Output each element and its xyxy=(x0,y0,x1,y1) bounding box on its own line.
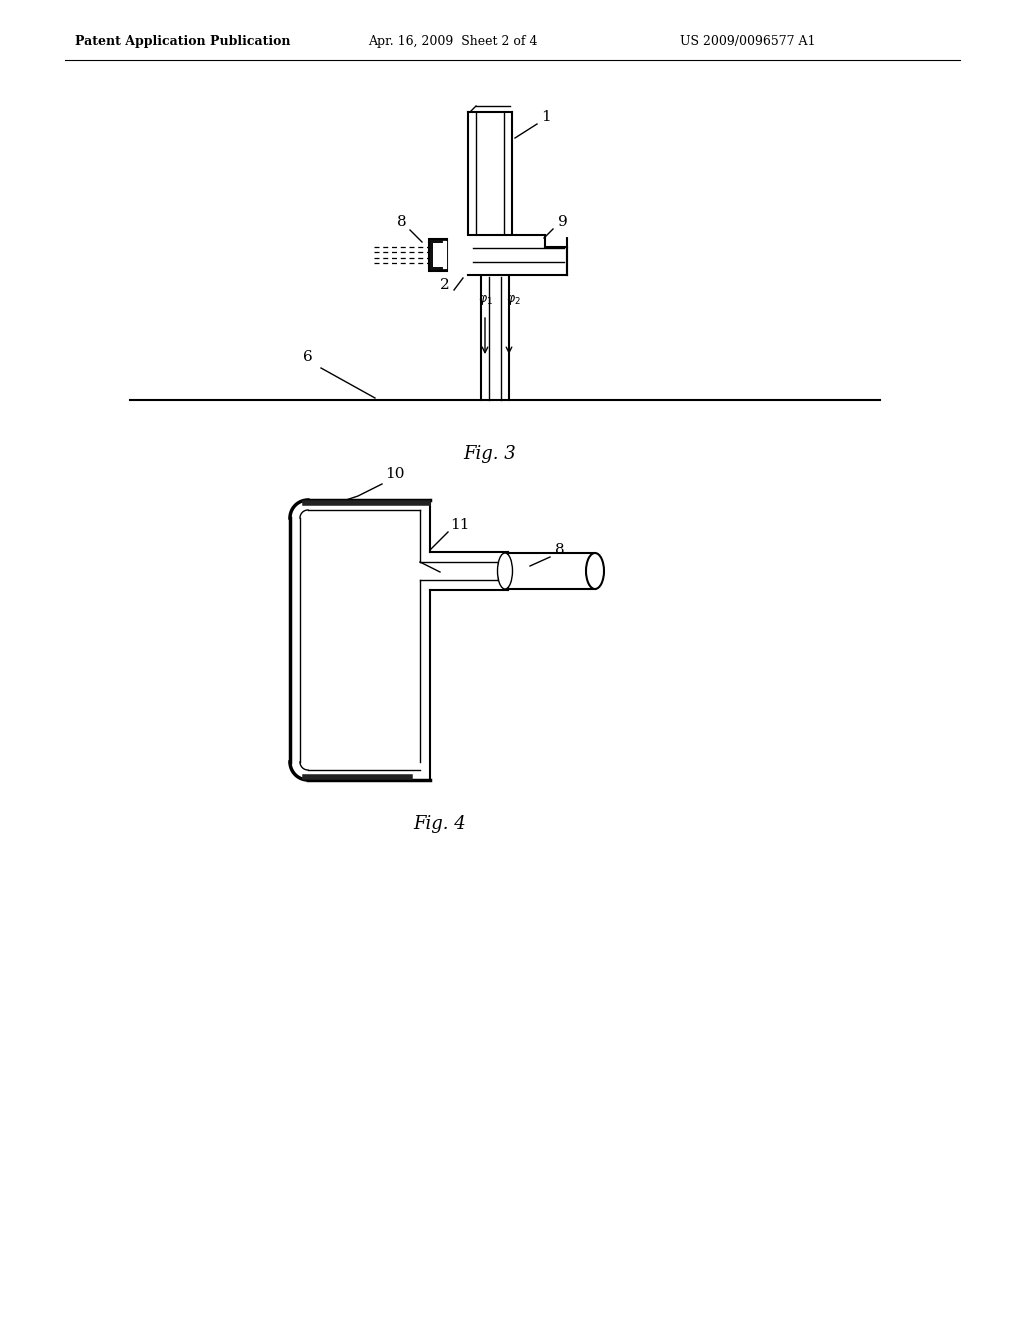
Bar xyxy=(429,239,447,271)
Ellipse shape xyxy=(498,553,512,589)
Text: 9: 9 xyxy=(558,215,568,228)
Text: 11: 11 xyxy=(451,517,470,532)
Ellipse shape xyxy=(586,553,604,589)
Text: US 2009/0096577 A1: US 2009/0096577 A1 xyxy=(680,36,815,49)
Text: 2: 2 xyxy=(440,279,450,292)
Text: 1: 1 xyxy=(541,110,551,124)
Bar xyxy=(433,243,445,267)
Text: 10: 10 xyxy=(385,467,404,480)
Text: 8: 8 xyxy=(397,215,407,228)
Text: Apr. 16, 2009  Sheet 2 of 4: Apr. 16, 2009 Sheet 2 of 4 xyxy=(368,36,538,49)
Text: 8: 8 xyxy=(555,543,565,557)
Text: $\varphi_1$: $\varphi_1$ xyxy=(477,293,493,308)
Text: $\varphi_2$: $\varphi_2$ xyxy=(506,293,520,308)
Text: Patent Application Publication: Patent Application Publication xyxy=(75,36,291,49)
Text: Fig. 3: Fig. 3 xyxy=(464,445,516,463)
Text: Fig. 4: Fig. 4 xyxy=(414,814,466,833)
Text: 6: 6 xyxy=(303,350,313,364)
